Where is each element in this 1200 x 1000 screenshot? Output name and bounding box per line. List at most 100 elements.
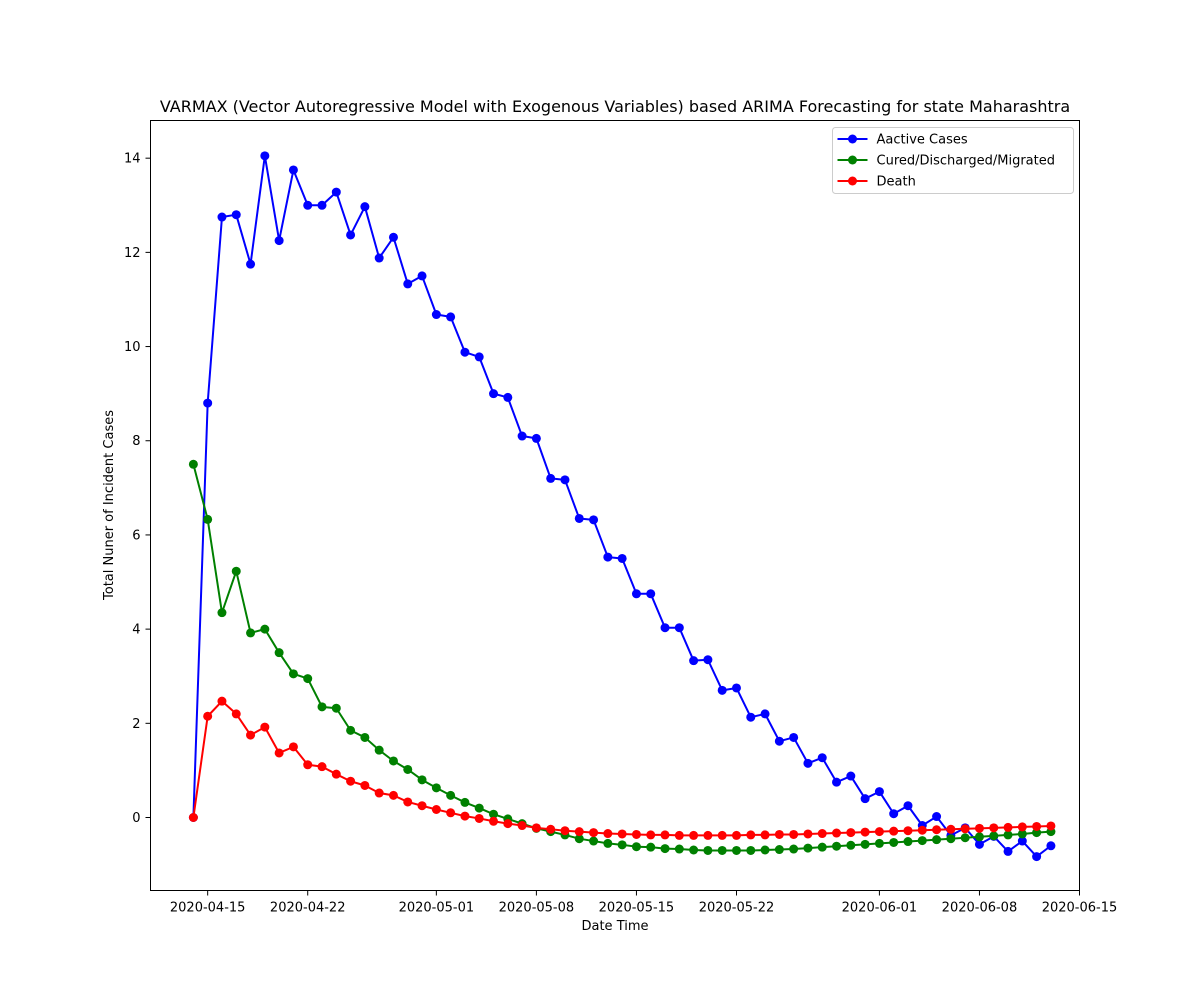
data-point xyxy=(460,811,470,821)
data-point xyxy=(360,732,370,742)
data-point xyxy=(717,845,727,855)
data-point xyxy=(346,776,356,786)
series-1 xyxy=(188,459,1056,855)
data-point xyxy=(860,827,870,837)
data-point xyxy=(803,758,813,768)
y-tick-label: 2 xyxy=(132,717,140,732)
data-point xyxy=(474,352,484,362)
data-point xyxy=(860,839,870,849)
data-point xyxy=(546,473,556,483)
y-tick-label: 8 xyxy=(132,434,140,449)
x-tick-label: 2020-06-08 xyxy=(942,901,1018,916)
data-point xyxy=(974,823,984,833)
data-point xyxy=(217,696,227,706)
data-point xyxy=(646,830,656,840)
data-point xyxy=(446,808,456,818)
data-point xyxy=(1046,841,1056,851)
data-point xyxy=(188,813,198,822)
legend-item: Aactive Cases xyxy=(837,133,968,148)
data-point xyxy=(603,552,613,562)
data-point xyxy=(646,589,656,599)
data-point xyxy=(574,513,584,523)
data-point xyxy=(789,732,799,742)
x-tick-label: 2020-04-22 xyxy=(270,901,346,916)
data-point xyxy=(1032,821,1042,831)
data-point xyxy=(388,232,398,242)
data-point xyxy=(1017,829,1027,839)
data-point xyxy=(646,842,656,852)
data-point xyxy=(832,777,842,787)
data-point xyxy=(317,200,327,210)
data-point xyxy=(674,830,684,840)
data-point xyxy=(431,310,441,320)
data-point xyxy=(789,829,799,839)
data-point xyxy=(431,805,441,814)
data-point xyxy=(246,730,256,740)
data-point xyxy=(932,812,942,822)
data-point xyxy=(674,844,684,854)
data-point xyxy=(360,780,370,790)
data-point xyxy=(717,685,727,695)
data-point xyxy=(403,797,413,807)
y-tick-label: 4 xyxy=(132,623,140,638)
data-point xyxy=(288,165,298,175)
data-point xyxy=(689,830,699,840)
legend-item: Death xyxy=(837,175,916,190)
data-point xyxy=(417,271,427,281)
x-tick-label: 2020-05-15 xyxy=(599,901,675,916)
data-point xyxy=(217,608,227,618)
data-point xyxy=(331,187,341,197)
data-point xyxy=(589,836,599,846)
data-point xyxy=(1017,836,1027,846)
data-point xyxy=(460,347,470,357)
data-point xyxy=(589,828,599,838)
data-point xyxy=(560,475,570,485)
data-point xyxy=(574,834,584,844)
data-point xyxy=(203,398,213,408)
data-point xyxy=(317,702,327,712)
data-point xyxy=(288,669,298,679)
data-point xyxy=(989,823,999,833)
data-point xyxy=(617,840,627,850)
data-point xyxy=(903,801,913,811)
data-point xyxy=(388,790,398,800)
data-point xyxy=(188,459,198,469)
data-point xyxy=(946,824,956,834)
series-line xyxy=(192,464,1051,852)
data-point xyxy=(388,756,398,766)
data-point xyxy=(503,392,513,402)
data-point xyxy=(974,832,984,842)
x-tick-label: 2020-05-22 xyxy=(699,901,775,916)
data-point xyxy=(932,825,942,835)
data-point xyxy=(417,801,427,811)
data-point xyxy=(260,722,270,732)
series-0 xyxy=(188,151,1056,862)
data-point xyxy=(746,845,756,855)
data-point xyxy=(303,760,313,770)
data-point xyxy=(731,830,741,840)
x-tick-label: 2020-05-08 xyxy=(499,901,575,916)
data-point xyxy=(303,674,313,684)
data-point xyxy=(360,202,370,212)
data-point xyxy=(346,725,356,735)
data-point xyxy=(731,683,741,693)
data-point xyxy=(717,830,727,840)
data-point xyxy=(274,648,284,658)
legend-label: Death xyxy=(877,175,916,190)
data-point xyxy=(903,837,913,847)
data-point xyxy=(489,809,499,819)
data-point xyxy=(689,845,699,855)
data-point xyxy=(460,797,470,807)
data-point xyxy=(803,829,813,839)
y-axis-title: Total Nuner of Incident Cases xyxy=(102,410,117,601)
data-point xyxy=(803,843,813,853)
y-axis: 0 2 4 6 8 10 12 14 xyxy=(124,152,151,826)
data-point xyxy=(674,623,684,633)
data-point xyxy=(474,813,484,823)
data-point xyxy=(746,712,756,722)
y-tick-label: 0 xyxy=(132,811,140,826)
data-point xyxy=(874,838,884,848)
data-point xyxy=(331,703,341,713)
data-point xyxy=(1003,846,1013,856)
data-point xyxy=(274,236,284,246)
